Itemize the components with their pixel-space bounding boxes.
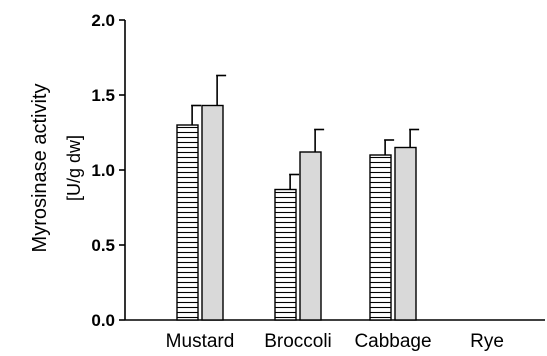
bar-cabbage-2 <box>394 146 417 321</box>
bar-broccoli-1 <box>274 188 297 321</box>
bar-cabbage-1 <box>369 154 392 321</box>
y-axis-title-line2: [U/g dw] <box>64 135 84 201</box>
x-tick-label: Broccoli <box>264 331 332 352</box>
bar-mustard-2 <box>201 104 224 321</box>
y-axis-title: Myrosinase activity [U/g dw] <box>29 84 84 253</box>
x-tick-label: Rye <box>470 331 504 352</box>
y-tick-label: 2.0 <box>91 11 115 30</box>
y-tick-label: 0.0 <box>91 311 115 330</box>
y-tick-label: 0.5 <box>91 236 115 255</box>
bar-broccoli-2 <box>299 151 322 321</box>
x-tick-label: Mustard <box>166 331 235 352</box>
y-tick-label: 1.0 <box>91 161 115 180</box>
labels: 0.0 0.5 1.0 1.5 2.0 Mustard Broccoli Cabbage Rye <box>91 11 504 352</box>
y-axis-title-line1: Myrosinase activity <box>29 84 51 253</box>
y-tick-label: 1.5 <box>91 86 115 105</box>
x-tick-label: Cabbage <box>354 331 431 352</box>
bars <box>176 74 420 321</box>
bar-mustard-1 <box>176 124 199 321</box>
